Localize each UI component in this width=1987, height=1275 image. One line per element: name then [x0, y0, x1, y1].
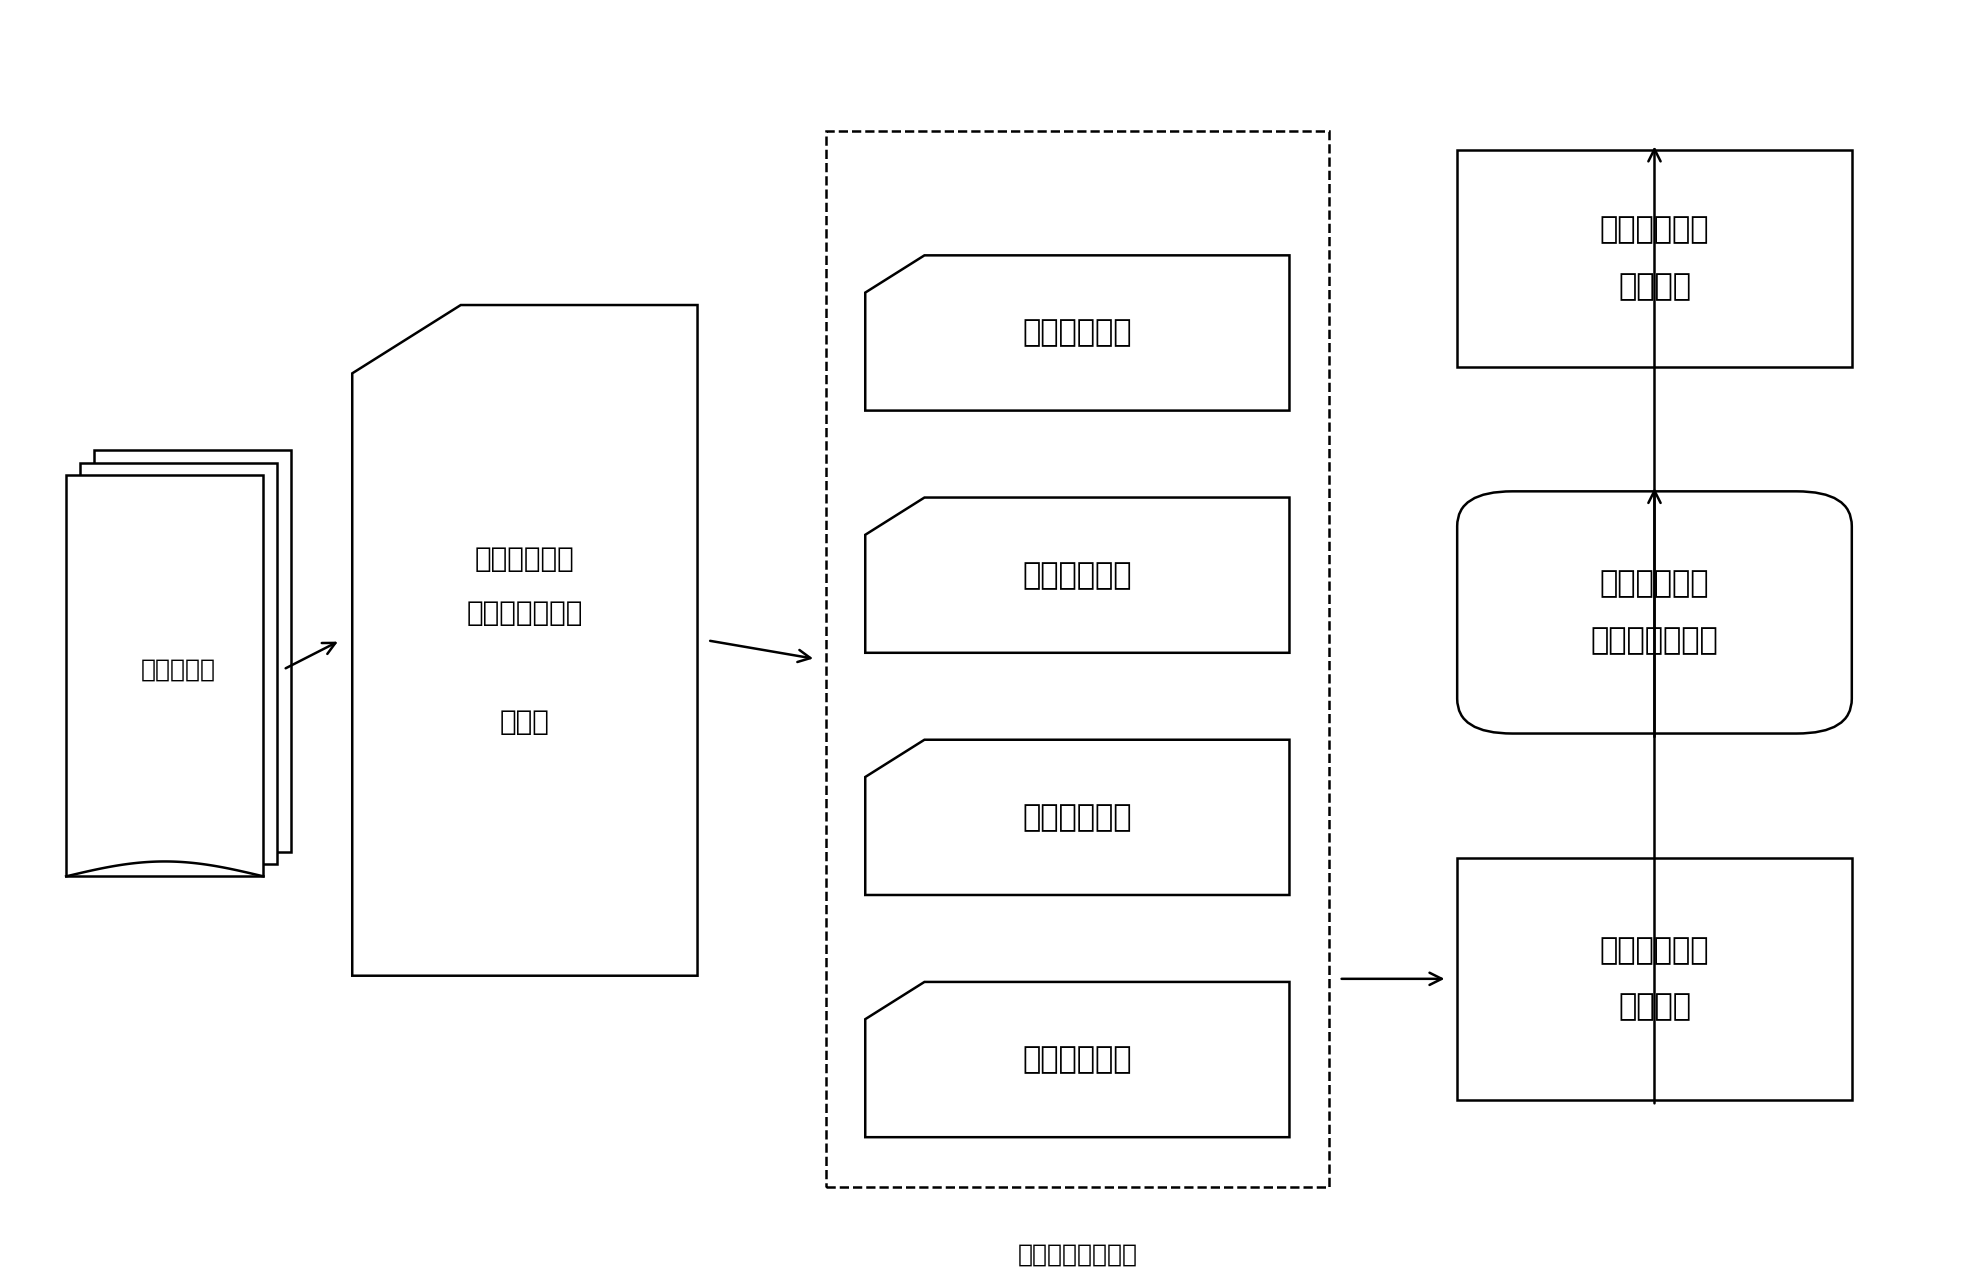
Text: 待分类文本: 待分类文本 [141, 658, 217, 682]
Polygon shape [864, 982, 1290, 1137]
Polygon shape [864, 497, 1290, 653]
Text: 隐含结构规则: 隐含结构规则 [1023, 319, 1133, 348]
Text: 转折结构规则: 转折结构规则 [1023, 803, 1133, 831]
Text: 语态结构规则: 语态结构规则 [1023, 561, 1133, 589]
Text: 极性转移结构规则: 极性转移结构规则 [1017, 1243, 1137, 1267]
Bar [827, 131, 1329, 1187]
Bar [79, 463, 278, 864]
Bar [66, 476, 264, 876]
Text: 待分类文本的
分类结果: 待分类文本的 分类结果 [1600, 215, 1709, 301]
Text: 文本中情感词
极性转移: 文本中情感词 极性转移 [1600, 936, 1709, 1021]
Text: 待分类文本的
情感极性的计算: 待分类文本的 情感极性的计算 [1592, 570, 1719, 655]
Polygon shape [864, 255, 1290, 411]
Bar [1456, 858, 1852, 1100]
Bar [1456, 149, 1852, 367]
Bar [93, 450, 290, 852]
Polygon shape [864, 740, 1290, 895]
Polygon shape [352, 305, 697, 975]
FancyBboxPatch shape [1456, 491, 1852, 733]
Text: 否定结构规则: 否定结构规则 [1023, 1046, 1133, 1074]
Text: 预置的情感词
与情感词极性的

对应表: 预置的情感词 与情感词极性的 对应表 [467, 544, 582, 736]
